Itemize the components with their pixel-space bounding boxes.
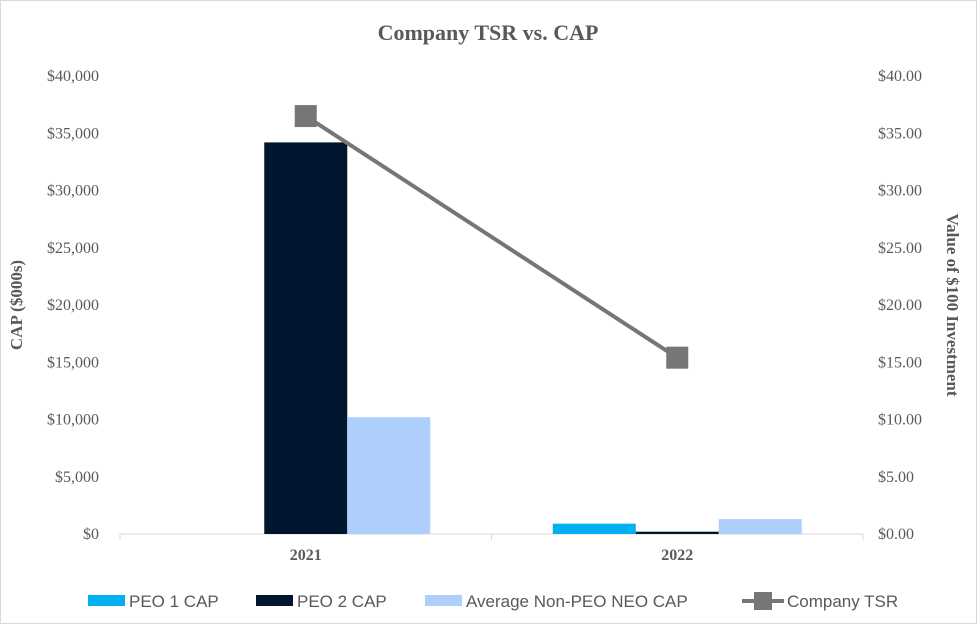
bar-peo-1-cap-2022 xyxy=(552,523,636,534)
y2-tick-label: $35.00 xyxy=(878,125,922,142)
y-tick-label: $0 xyxy=(83,526,99,543)
y-axis-title: CAP ($000s) xyxy=(7,260,26,350)
y-tick-label: $35,000 xyxy=(47,125,99,142)
y2-tick-label: $25.00 xyxy=(878,240,922,257)
tsr-marker-2022 xyxy=(666,346,689,369)
legend-label-average-non-peo-neo-cap: Average Non-PEO NEO CAP xyxy=(466,592,688,611)
bars xyxy=(264,142,802,534)
chart-title: Company TSR vs. CAP xyxy=(378,20,599,45)
y2-tick-label: $5.00 xyxy=(878,469,914,486)
x-category-label: 2021 xyxy=(290,547,322,564)
legend-swatch-peo-2-cap xyxy=(256,595,293,606)
legend-label-company-tsr: Company TSR xyxy=(787,592,898,611)
bar-peo-2-cap-2021 xyxy=(264,142,348,534)
bar-average-non-peo-neo-cap-2022 xyxy=(718,519,802,534)
bar-average-non-peo-neo-cap-2021 xyxy=(347,417,431,534)
y2-tick-label: $0.00 xyxy=(878,526,914,543)
legend-marker-company-tsr xyxy=(754,592,772,610)
y-tick-label: $15,000 xyxy=(47,354,99,371)
y2-tick-label: $20.00 xyxy=(878,297,922,314)
legend-label-peo-2-cap: PEO 2 CAP xyxy=(297,592,387,611)
x-category-label: 2022 xyxy=(661,547,693,564)
bar-peo-2-cap-2022 xyxy=(635,531,719,534)
y-tick-label: $40,000 xyxy=(47,68,99,85)
y-tick-label: $20,000 xyxy=(47,297,99,314)
y-tick-label: $10,000 xyxy=(47,412,99,429)
legend-swatch-peo-1-cap xyxy=(88,595,125,606)
y2-tick-label: $15.00 xyxy=(878,354,922,371)
y2-axis-title: Value of $100 Investment xyxy=(943,213,962,396)
y2-tick-label: $30.00 xyxy=(878,183,922,200)
tsr-marker-2021 xyxy=(294,105,317,128)
legend-swatch-average-non-peo-neo-cap xyxy=(425,595,462,606)
legend-label-peo-1-cap: PEO 1 CAP xyxy=(129,592,219,611)
tsr-line xyxy=(294,105,689,369)
axes: $0 $5,000 $10,000 $15,000 $20,000 $25,000 $30,… xyxy=(7,68,962,564)
tsr-line-path xyxy=(304,114,679,360)
y-tick-label: $25,000 xyxy=(47,240,99,257)
legend: PEO 1 CAP PEO 2 CAP Average Non-PEO NEO CA… xyxy=(88,592,898,611)
y-tick-label: $5,000 xyxy=(55,469,99,486)
y2-tick-label: $40.00 xyxy=(878,68,922,85)
y-tick-label: $30,000 xyxy=(47,183,99,200)
y2-tick-label: $10.00 xyxy=(878,412,922,429)
